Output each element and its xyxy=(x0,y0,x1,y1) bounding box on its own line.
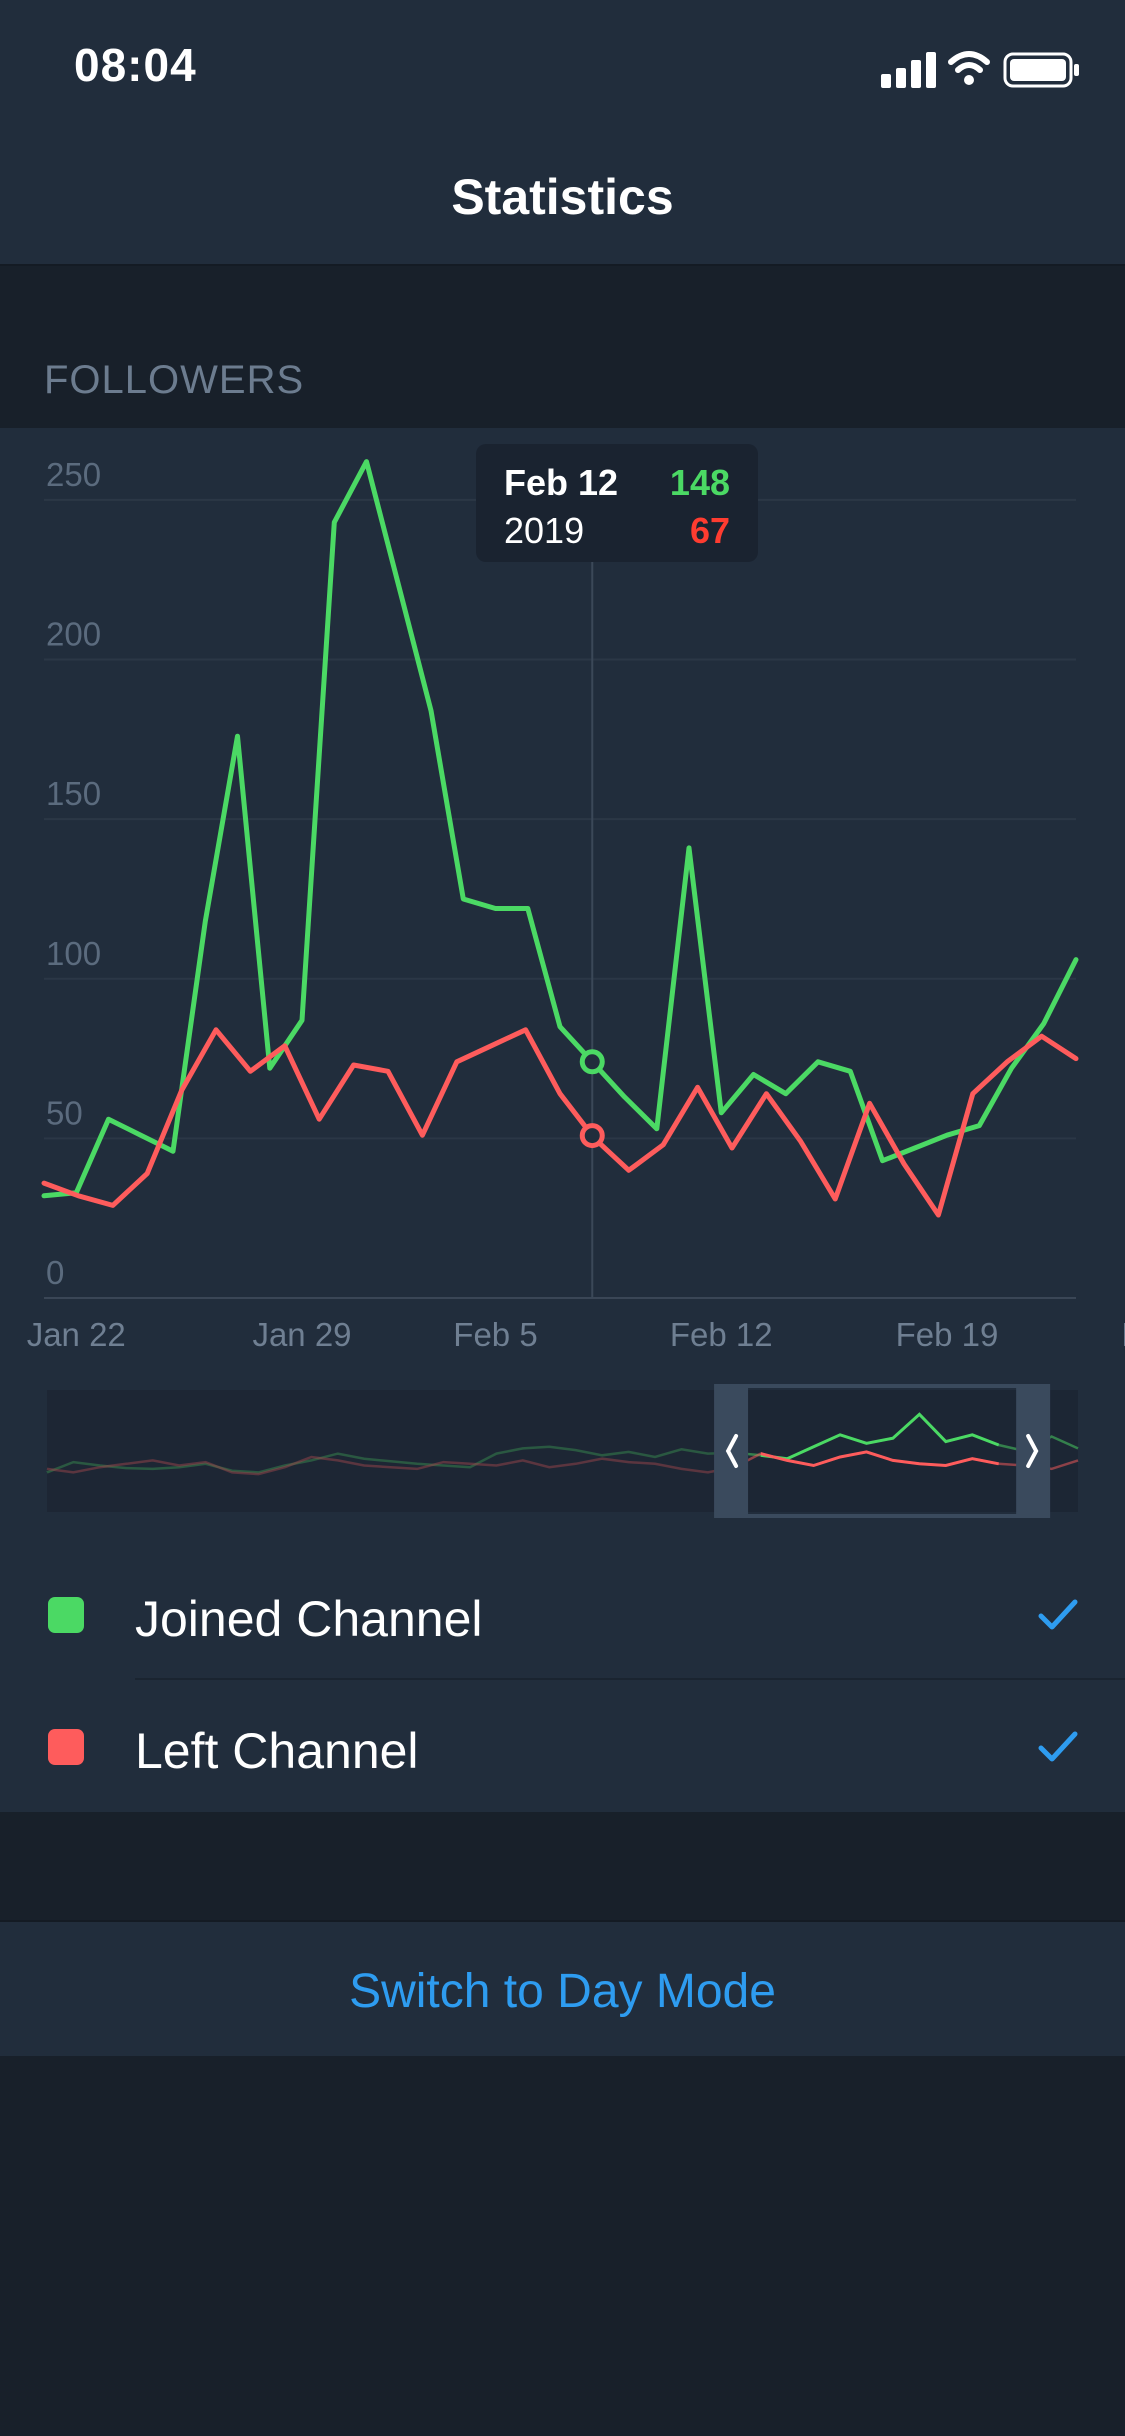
chart-card: 0 50 100 150 200 250 Jan 22 Jan 29 Feb 5 Feb 12 F… xyxy=(0,428,1125,1812)
page-title: Statistics xyxy=(451,169,674,225)
wifi-icon xyxy=(948,51,990,85)
check-icon xyxy=(1038,1731,1078,1762)
chevron-right-icon xyxy=(1026,1434,1039,1468)
navigator-track xyxy=(47,1390,1078,1512)
status-time: 08:04 xyxy=(74,39,197,91)
legend-label-joined: Joined Channel xyxy=(135,1591,483,1647)
y-tick-label: 250 xyxy=(46,456,101,493)
x-tick-label: Feb 12 xyxy=(670,1316,773,1353)
y-tick-label: 100 xyxy=(46,935,101,972)
data-point-marker-joined xyxy=(579,1049,605,1075)
x-tick-label: Feb 19 xyxy=(896,1316,999,1353)
legend-item-joined[interactable]: Joined Channel xyxy=(0,1550,1125,1680)
data-point-marker-left xyxy=(579,1123,605,1149)
section-header: FOLLOWERS xyxy=(0,266,1125,428)
x-tick-label: Feb 26 xyxy=(1121,1316,1125,1353)
y-tick-label: 0 xyxy=(46,1254,64,1291)
series-line-joined xyxy=(41,459,1079,1199)
switch-mode-button[interactable]: Switch to Day Mode xyxy=(0,1920,1125,2058)
y-tick-label: 150 xyxy=(46,775,101,812)
joined-swatch xyxy=(48,1597,84,1633)
navigator-dim-left xyxy=(47,1390,749,1512)
status-bar: 08:04 xyxy=(0,0,1125,132)
battery-icon xyxy=(1003,52,1079,88)
overview-window-left xyxy=(760,1450,999,1468)
left-swatch xyxy=(48,1729,84,1765)
bottom-area xyxy=(0,2056,1125,2436)
status-icons xyxy=(881,50,1081,90)
navigator-handle-left[interactable] xyxy=(716,1386,749,1516)
chevron-left-icon xyxy=(725,1434,739,1468)
y-tick-label: 50 xyxy=(46,1094,83,1131)
nav-bar: Statistics xyxy=(0,132,1125,266)
section-title: FOLLOWERS xyxy=(44,358,305,402)
x-tick-label: Feb 5 xyxy=(453,1316,537,1353)
x-tick-label: Jan 29 xyxy=(252,1316,351,1353)
x-tick-label: Jan 22 xyxy=(27,1316,126,1353)
legend-divider xyxy=(135,1678,1125,1680)
legend-label-left: Left Channel xyxy=(135,1723,419,1779)
check-icon xyxy=(1038,1599,1078,1630)
legend-item-left[interactable]: Left Channel xyxy=(0,1682,1125,1812)
switch-mode-label: Switch to Day Mode xyxy=(349,1965,776,2018)
navigator-handle-right[interactable] xyxy=(1016,1386,1049,1516)
cellular-signal-icon xyxy=(881,52,936,88)
tooltip-joined-value: 148 xyxy=(669,462,730,503)
chart-tooltip[interactable]: Feb 12 2019 148 67 xyxy=(476,444,758,562)
tooltip-left-value: 67 xyxy=(689,510,730,551)
series-line-left xyxy=(41,1027,1079,1218)
tooltip-year: 2019 xyxy=(504,510,585,551)
overview-window-joined xyxy=(760,1412,1000,1461)
tooltip-date: Feb 12 xyxy=(504,462,619,503)
y-tick-label: 200 xyxy=(46,616,101,653)
